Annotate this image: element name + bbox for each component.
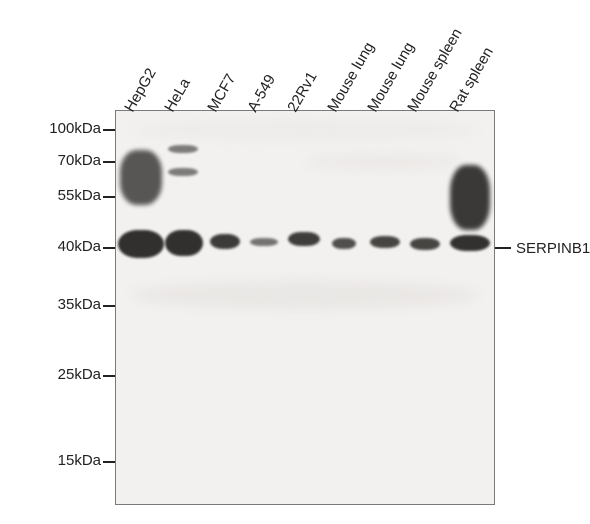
protein-band: [250, 238, 278, 246]
membrane-smudge: [130, 120, 480, 140]
mw-marker-tick: [103, 375, 115, 377]
protein-smear: [450, 165, 490, 230]
protein-band: [288, 232, 320, 246]
protein-band: [118, 230, 164, 258]
mw-marker-label: 40kDa: [58, 238, 101, 255]
target-band-label: SERPINB1: [516, 240, 590, 257]
lane-label: A-549: [244, 72, 279, 115]
protein-smear: [120, 150, 162, 205]
mw-marker-label: 35kDa: [58, 296, 101, 313]
protein-band: [168, 168, 198, 176]
lane-label: MCF7: [204, 71, 239, 115]
mw-marker-tick: [103, 247, 115, 249]
mw-marker-label: 100kDa: [49, 120, 101, 137]
protein-band: [450, 235, 490, 251]
protein-band: [332, 238, 356, 249]
mw-marker-label: 25kDa: [58, 366, 101, 383]
protein-band: [370, 236, 400, 248]
protein-band: [165, 230, 203, 256]
western-blot-figure: 100kDa 70kDa 55kDa 40kDa 35kDa 25kDa 15kDa Hep…: [0, 0, 590, 524]
mw-marker-tick: [103, 196, 115, 198]
mw-marker-tick: [103, 129, 115, 131]
mw-marker-tick: [103, 305, 115, 307]
mw-marker-tick: [103, 161, 115, 163]
protein-band: [410, 238, 440, 250]
membrane-smudge: [130, 280, 480, 310]
target-band-tick: [495, 247, 511, 249]
lane-label: 22Rv1: [284, 69, 320, 115]
mw-marker-tick: [103, 461, 115, 463]
protein-band: [168, 145, 198, 153]
mw-marker-label: 70kDa: [58, 152, 101, 169]
lane-label: HepG2: [121, 65, 159, 115]
lane-label: Rat spleen: [446, 44, 497, 115]
membrane-smudge: [304, 155, 464, 169]
mw-marker-label: 55kDa: [58, 187, 101, 204]
mw-marker-label: 15kDa: [58, 452, 101, 469]
protein-band: [210, 234, 240, 249]
